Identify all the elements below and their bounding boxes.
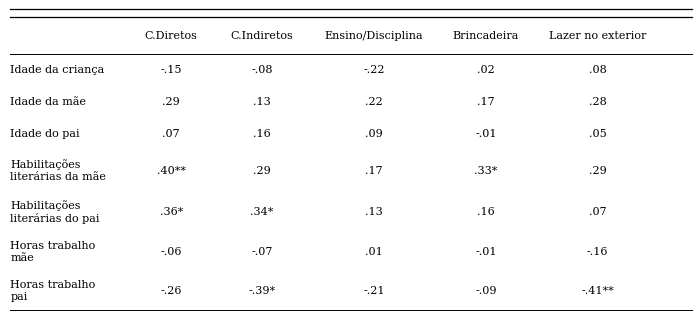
Text: .13: .13 [253, 97, 271, 107]
Text: Idade da mãe: Idade da mãe [10, 97, 87, 107]
Text: Horas trabalho
mãe: Horas trabalho mãe [10, 241, 96, 264]
Text: Habilitações
literárias da mãe: Habilitações literárias da mãe [10, 159, 106, 182]
Text: .08: .08 [589, 65, 607, 75]
Text: .29: .29 [162, 97, 180, 107]
Text: Lazer no exterior: Lazer no exterior [549, 31, 647, 41]
Text: Habilitações
literárias do pai: Habilitações literárias do pai [10, 200, 100, 224]
Text: -.08: -.08 [252, 65, 273, 75]
Text: .16: .16 [477, 207, 495, 217]
Text: .05: .05 [589, 129, 607, 139]
Text: .17: .17 [477, 97, 495, 107]
Text: .29: .29 [589, 166, 607, 176]
Text: .22: .22 [365, 97, 383, 107]
Text: Idade da criança: Idade da criança [10, 65, 105, 75]
Text: -.41**: -.41** [582, 286, 614, 296]
Text: .01: .01 [365, 247, 383, 257]
Text: .17: .17 [365, 166, 383, 176]
Text: -.07: -.07 [252, 247, 273, 257]
Text: .29: .29 [253, 166, 271, 176]
Text: .07: .07 [162, 129, 180, 139]
Text: Horas trabalho
pai: Horas trabalho pai [10, 280, 96, 302]
Text: -.21: -.21 [363, 286, 384, 296]
Text: .40**: .40** [157, 166, 186, 176]
Text: Brincadeira: Brincadeira [453, 31, 519, 41]
Text: .09: .09 [365, 129, 383, 139]
Text: -.16: -.16 [587, 247, 608, 257]
Text: Idade do pai: Idade do pai [10, 129, 80, 139]
Text: -.01: -.01 [475, 247, 496, 257]
Text: .16: .16 [253, 129, 271, 139]
Text: Ensino/Disciplina: Ensino/Disciplina [324, 31, 424, 41]
Text: .36*: .36* [159, 207, 183, 217]
Text: -.15: -.15 [161, 65, 182, 75]
Text: -.06: -.06 [161, 247, 182, 257]
Text: -.01: -.01 [475, 129, 496, 139]
Text: C.Diretos: C.Diretos [145, 31, 198, 41]
Text: .02: .02 [477, 65, 495, 75]
Text: .13: .13 [365, 207, 383, 217]
Text: -.26: -.26 [161, 286, 182, 296]
Text: .28: .28 [589, 97, 607, 107]
Text: .33*: .33* [474, 166, 498, 176]
Text: C.Indiretos: C.Indiretos [231, 31, 294, 41]
Text: -.09: -.09 [475, 286, 496, 296]
Text: -.22: -.22 [363, 65, 384, 75]
Text: .07: .07 [589, 207, 607, 217]
Text: -.39*: -.39* [249, 286, 275, 296]
Text: .34*: .34* [250, 207, 274, 217]
